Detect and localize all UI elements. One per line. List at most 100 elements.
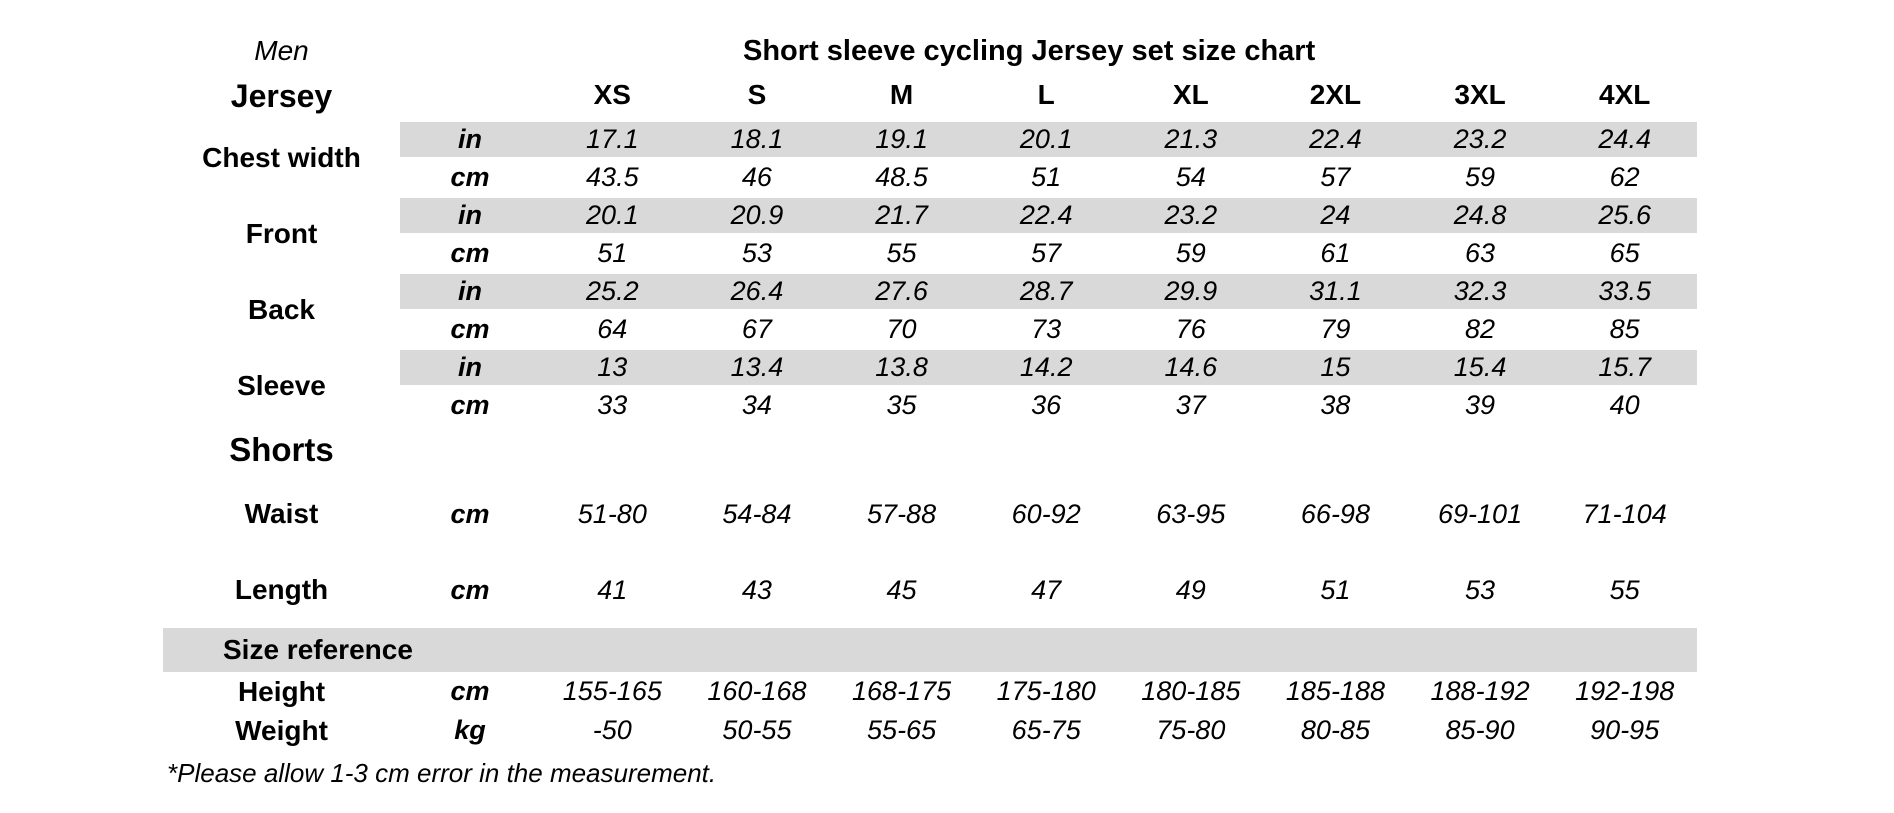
value-cell: 22.4	[973, 194, 1119, 236]
value-cell: 48.5	[875, 161, 928, 192]
page-title: Short sleeve cycling Jersey set size cha…	[743, 34, 1316, 67]
size-column-header-s: S	[747, 79, 767, 111]
value-cell: 67	[741, 313, 772, 344]
value-cell: 38	[1320, 390, 1351, 421]
size-column-header-xl: XL	[1172, 79, 1209, 111]
value-cell: 90-95	[1590, 715, 1660, 745]
value-cell: 69-101	[1438, 498, 1523, 529]
value-cell: 85	[1609, 313, 1640, 344]
row-label-weight: Weight	[235, 714, 328, 746]
value-cell: 70	[886, 313, 917, 344]
value-cell: 51	[597, 237, 628, 268]
value-cell: 155-165	[562, 676, 662, 706]
row-label-chest-width: Chest width	[202, 142, 361, 173]
size-column-header-xs: XS	[593, 79, 631, 111]
value-cell: 15	[1263, 346, 1408, 388]
value-cell: 168-175	[852, 676, 952, 706]
value-cell: 65-75	[1011, 715, 1081, 745]
value-cell: 29.9	[1118, 270, 1264, 312]
value-cell: 15.4	[1407, 346, 1553, 388]
value-cell: 188-192	[1430, 676, 1530, 706]
value-cell: 20.1	[973, 118, 1119, 160]
value-cell: 32.3	[1407, 270, 1553, 312]
unit-cell: cm	[450, 313, 490, 344]
unit-cell: cm	[450, 574, 490, 605]
value-cell: 71-104	[1582, 498, 1667, 529]
size-reference-heading: Size reference	[163, 628, 1697, 672]
value-cell: 34	[741, 390, 772, 421]
value-cell: 53	[1465, 574, 1496, 605]
value-cell: 76	[1175, 313, 1206, 344]
row-label-sleeve: Sleeve	[237, 370, 326, 401]
unit-cell: cm	[450, 161, 490, 192]
waist-row: Waist cm 51-80 54-84 57-88 60-92 63-95 6…	[163, 476, 1697, 552]
value-cell: 55-65	[867, 715, 937, 745]
row-label-front: Front	[245, 218, 318, 249]
unit-cell: in	[400, 194, 540, 236]
value-cell: 21.3	[1118, 118, 1264, 160]
value-cell: 175-180	[996, 676, 1096, 706]
value-cell: 22.4	[1263, 118, 1408, 160]
unit-cell: in	[400, 346, 540, 388]
value-cell: 54-84	[722, 498, 792, 529]
value-cell: 82	[1465, 313, 1496, 344]
value-cell: 49	[1175, 574, 1206, 605]
value-cell: 192-198	[1575, 676, 1675, 706]
back-in-row: Back in 25.2 26.4 27.6 28.7 29.9 31.1 32…	[163, 270, 1697, 325]
value-cell: 51-80	[577, 498, 647, 529]
row-label-height: Height	[237, 675, 326, 707]
value-cell: 60-92	[1011, 498, 1081, 529]
value-cell: 17.1	[540, 118, 685, 160]
value-cell: 51	[1320, 574, 1351, 605]
value-cell: 20.9	[684, 194, 830, 236]
value-cell: -50	[592, 715, 632, 745]
unit-cell: cm	[450, 498, 490, 529]
value-cell: 180-185	[1141, 676, 1241, 706]
value-cell: 36	[1031, 390, 1062, 421]
value-cell: 20.1	[540, 194, 685, 236]
shorts-heading-row: Shorts	[163, 424, 1697, 476]
value-cell: 85-90	[1445, 715, 1515, 745]
size-header-row: Jersey XS S M L XL 2XL 3XL 4XL	[163, 72, 1697, 120]
measurement-footnote: *Please allow 1-3 cm error in the measur…	[167, 758, 717, 788]
jersey-section-heading: Jersey	[230, 77, 333, 114]
value-cell: 21.7	[829, 194, 974, 236]
value-cell: 43	[741, 574, 772, 605]
size-column-header-m: M	[889, 79, 914, 111]
value-cell: 14.6	[1118, 346, 1264, 388]
value-cell: 33	[597, 390, 628, 421]
value-cell: 53	[741, 237, 772, 268]
value-cell: 57	[1320, 161, 1351, 192]
empty-cell	[400, 424, 1697, 476]
value-cell: 51	[1031, 161, 1062, 192]
value-cell: 75-80	[1156, 715, 1226, 745]
value-cell: 25.6	[1552, 194, 1697, 236]
value-cell: 45	[886, 574, 917, 605]
sleeve-in-row: Sleeve in 13 13.4 13.8 14.2 14.6 15 15.4…	[163, 346, 1697, 401]
unit-cell: cm	[450, 676, 490, 706]
value-cell: 28.7	[973, 270, 1119, 312]
size-column-header-l: L	[1037, 79, 1055, 111]
size-column-header-4xl: 4XL	[1599, 79, 1651, 111]
value-cell: 63-95	[1156, 498, 1226, 529]
value-cell: 55	[1609, 574, 1640, 605]
unit-cell: kg	[454, 715, 486, 745]
value-cell: 33.5	[1552, 270, 1697, 312]
value-cell: 79	[1320, 313, 1351, 344]
chest-width-cm-row: cm 43.5 46 48.5 51 54 57 59 62	[163, 158, 1697, 196]
value-cell: 40	[1609, 390, 1640, 421]
value-cell: 13	[540, 346, 685, 388]
value-cell: 13.8	[829, 346, 974, 388]
value-cell: 73	[1031, 313, 1062, 344]
value-cell: 18.1	[684, 118, 830, 160]
size-chart-table: Men Short sleeve cycling Jersey set size…	[163, 30, 1697, 750]
chest-width-in-row: Chest width in 17.1 18.1 19.1 20.1 21.3 …	[163, 118, 1697, 173]
value-cell: 23.2	[1118, 194, 1264, 236]
value-cell: 62	[1609, 161, 1640, 192]
height-row: Height cm 155-165 160-168 168-175 175-18…	[163, 672, 1697, 711]
value-cell: 39	[1465, 390, 1496, 421]
value-cell: 46	[741, 161, 772, 192]
value-cell: 27.6	[829, 270, 974, 312]
value-cell: 24	[1263, 194, 1408, 236]
value-cell: 25.2	[540, 270, 685, 312]
